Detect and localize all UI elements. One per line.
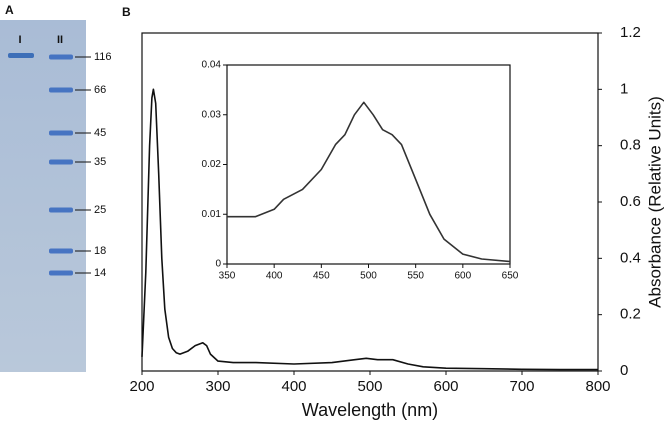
y-tick-label: 1	[620, 80, 628, 97]
gel-band	[49, 270, 73, 276]
x-axis-label: Wavelength (nm)	[302, 400, 438, 420]
lane-label: I	[18, 34, 21, 46]
x-tick-label: 550	[407, 271, 424, 282]
y-tick-label: 0.03	[202, 109, 222, 120]
panel-label: B	[122, 5, 131, 19]
x-tick-label: 800	[585, 378, 610, 395]
y-tick-label: 0.02	[202, 159, 222, 170]
y-tick-label: 0.8	[620, 137, 641, 154]
x-tick-label: 200	[129, 378, 154, 395]
marker-label: 14	[94, 267, 106, 279]
gel-band	[49, 207, 73, 213]
marker-label: 35	[94, 156, 106, 168]
spectrum-line	[227, 101, 511, 263]
plot-frame	[226, 64, 511, 265]
gel-image	[0, 20, 86, 372]
x-tick-label: 600	[454, 271, 471, 282]
y-tick-label: 0	[215, 259, 221, 270]
marker-label: 25	[94, 204, 106, 216]
gel-band	[49, 248, 73, 254]
marker-label: 66	[94, 84, 106, 96]
panel-label: A	[5, 3, 14, 17]
gel-band	[49, 130, 73, 136]
y-axis-label: Absorbance (Relative Units)	[645, 96, 664, 308]
y-tick-label: 0.2	[620, 306, 641, 323]
y-tick-label: 0	[620, 362, 628, 379]
x-tick-label: 600	[433, 378, 458, 395]
marker-label: 18	[94, 245, 106, 257]
x-tick-label: 400	[281, 378, 306, 395]
gel-band	[49, 159, 73, 165]
x-tick-label: 350	[219, 271, 236, 282]
marker-label: 116	[94, 51, 112, 63]
marker-label: 45	[94, 127, 106, 139]
y-tick-label: 0.04	[202, 60, 222, 71]
y-tick-label: 1.2	[620, 24, 641, 41]
x-tick-label: 650	[502, 271, 519, 282]
gel-band	[49, 54, 73, 60]
y-tick-label: 0.4	[620, 249, 641, 266]
y-tick-label: 0.01	[202, 209, 222, 220]
x-tick-label: 500	[360, 271, 377, 282]
gel-band	[8, 53, 34, 58]
x-tick-label: 400	[266, 271, 283, 282]
x-tick-label: 700	[509, 378, 534, 395]
x-tick-label: 500	[357, 378, 382, 395]
gel-band	[49, 87, 73, 93]
lane-label: II	[57, 34, 63, 46]
x-tick-label: 300	[205, 378, 230, 395]
spectrum-line	[141, 88, 598, 371]
y-tick-label: 0.6	[620, 193, 641, 210]
x-tick-label: 450	[313, 271, 330, 282]
